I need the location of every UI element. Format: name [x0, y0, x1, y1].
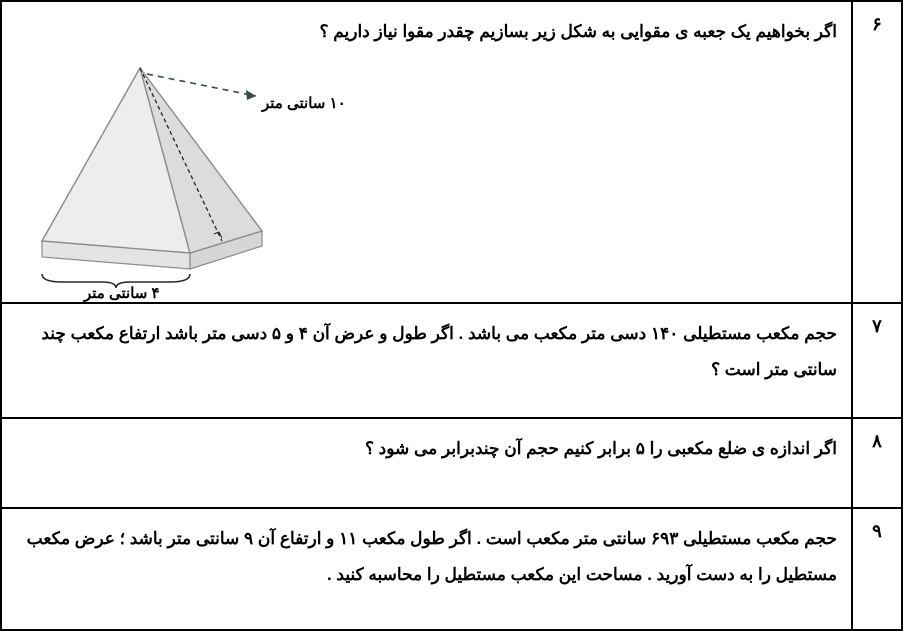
- question-number: ۷: [851, 304, 901, 417]
- question-text: اگر بخواهیم یک جعبه ی مقوایی به شکل زیر …: [16, 14, 837, 50]
- worksheet-page: ۶ اگر بخواهیم یک جعبه ی مقوایی به شکل زی…: [0, 0, 903, 631]
- question-row: ۹ حجم مکعب مستطیلی ۶۹۳ سانتی متر مکعب اس…: [2, 509, 901, 629]
- question-number: ۶: [851, 2, 901, 302]
- question-content: حجم مکعب مستطیلی ۱۴۰ دسی متر مکعب می باش…: [2, 304, 851, 417]
- question-text: حجم مکعب مستطیلی ۶۹۳ سانتی متر مکعب است …: [16, 521, 837, 592]
- question-content: حجم مکعب مستطیلی ۶۹۳ سانتی متر مکعب است …: [2, 509, 851, 629]
- question-number: ۸: [851, 419, 901, 507]
- question-row: ۸ اگر اندازه ی ضلع مکعبی را ۵ برابر کنیم…: [2, 419, 901, 509]
- question-content: اگر اندازه ی ضلع مکعبی را ۵ برابر کنیم ح…: [2, 419, 851, 507]
- question-row: ۶ اگر بخواهیم یک جعبه ی مقوایی به شکل زی…: [2, 2, 901, 304]
- question-number: ۹: [851, 509, 901, 629]
- slant-height-label: ۱۰ سانتی متر: [262, 88, 346, 120]
- question-content: اگر بخواهیم یک جعبه ی مقوایی به شکل زیر …: [2, 2, 851, 302]
- question-text: حجم مکعب مستطیلی ۱۴۰ دسی متر مکعب می باش…: [16, 316, 837, 387]
- base-width-label: ۴ سانتی متر: [84, 278, 160, 310]
- question-row: ۷ حجم مکعب مستطیلی ۱۴۰ دسی متر مکعب می ب…: [2, 304, 901, 419]
- question-text: اگر اندازه ی ضلع مکعبی را ۵ برابر کنیم ح…: [16, 431, 837, 467]
- pyramid-figure: ۱۰ سانتی متر ۴ سانتی متر: [22, 56, 352, 306]
